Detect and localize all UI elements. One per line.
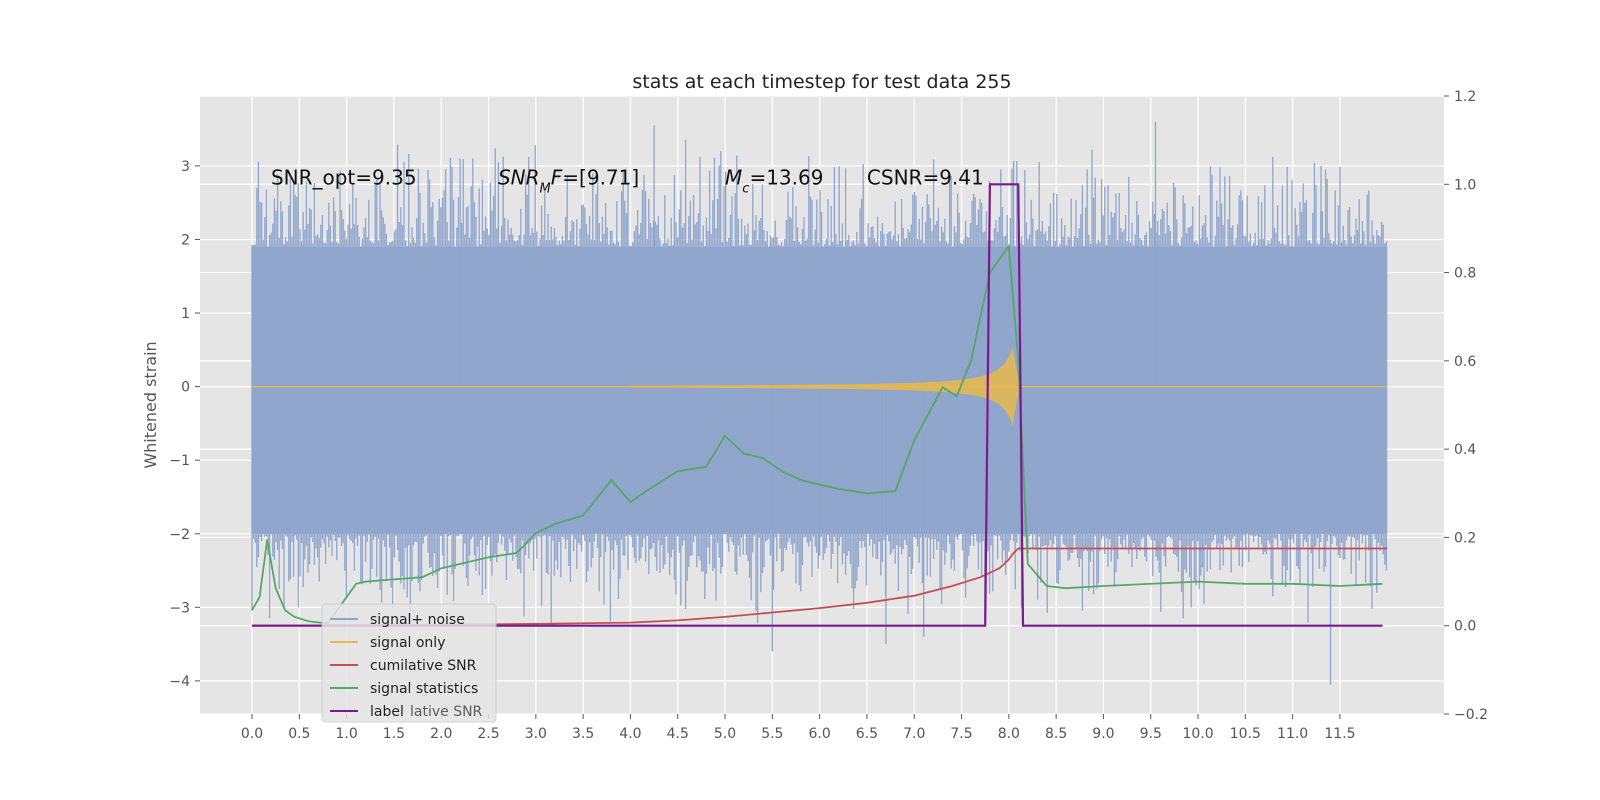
x-tick-label: 4.0	[619, 726, 641, 742]
y-tick-label: −3	[169, 600, 190, 616]
legend: lative SNR signal+ noise signal only cumila…	[321, 603, 497, 723]
annotation-text: SNRMF=[9.71]	[498, 165, 639, 196]
x-tick-label: 8.5	[1045, 726, 1067, 742]
y2-tick-label: 0.8	[1454, 266, 1476, 282]
x-tick-label: 8.0	[998, 726, 1020, 742]
x-tick-label: 3.0	[525, 726, 547, 742]
series-line-label	[252, 183, 1383, 627]
annotation-text: CSNR=9.41	[867, 165, 984, 189]
x-tick-label: 7.0	[903, 726, 925, 742]
legend-label: cumilative SNR	[370, 658, 477, 674]
chart-title: stats at each timestep for test data 255	[632, 71, 1011, 93]
y-axis-label: Whitened strain	[141, 341, 160, 468]
y-tick-label: 0	[181, 380, 190, 396]
x-tick-label: 11.5	[1324, 726, 1355, 742]
x-tick-label: 2.0	[430, 726, 452, 742]
x-tick-label: 2.5	[477, 726, 499, 742]
x-tick-label: 5.5	[761, 726, 783, 742]
y-tick-label: −1	[169, 453, 190, 469]
x-tick-label: 9.0	[1092, 726, 1114, 742]
series-line-signal-statistics	[251, 243, 1383, 625]
x-tick-label: 3.5	[572, 726, 594, 742]
y-tick-label: 1	[181, 306, 190, 322]
y2-tick-label: 1.0	[1454, 177, 1476, 193]
axes: 0.0 0.5 1.0 1.5 2.0 2.5 3.0 3.5 4.0 4.5 5.0 5.5 6.0 6…	[169, 89, 1488, 742]
x-tick-label: 1.0	[335, 726, 357, 742]
annotations: SNR_opt=9.35 SNRMF=[9.71] Mc=13.69 CSNR=9.4…	[271, 165, 984, 196]
y2-tick-label: 0.0	[1454, 619, 1476, 635]
x-tick-label: 10.0	[1182, 726, 1213, 742]
series-lines	[251, 183, 1388, 627]
noise-spikes	[459, 121, 1332, 685]
legend-box	[321, 603, 497, 723]
series-line-cumilative-snr	[251, 547, 1388, 627]
y-tick-label: −2	[169, 527, 190, 543]
series-signal-only	[252, 347, 1388, 426]
legend-label: signal statistics	[370, 681, 478, 697]
y2-tick-label: 0.2	[1454, 530, 1476, 546]
legend-shadow-text: lative SNR	[410, 704, 483, 720]
x-tick-label: 9.5	[1140, 726, 1162, 742]
series-signal-noise	[251, 121, 1388, 685]
y-tick-label: −4	[169, 674, 190, 690]
y2-tick-label: 1.2	[1454, 89, 1476, 105]
legend-label: label	[370, 704, 404, 720]
y-tick-label: 2	[181, 232, 190, 248]
annotation-text: SNR_opt=9.35	[271, 165, 417, 189]
y2-tick-label: 0.4	[1454, 442, 1476, 458]
x-tick-label: 6.0	[809, 726, 831, 742]
x-tick-label: 7.5	[950, 726, 972, 742]
y2-tick-label: −0.2	[1454, 707, 1488, 723]
x-tick-label: 4.5	[667, 726, 689, 742]
x-tick-label: 5.0	[714, 726, 736, 742]
y-tick-label: 3	[181, 159, 190, 175]
x-tick-label: 6.5	[856, 726, 878, 742]
x-tick-label: 10.5	[1230, 726, 1261, 742]
x-tick-label: 0.0	[241, 726, 263, 742]
x-tick-label: 11.0	[1277, 726, 1308, 742]
annotation-text: Mc=13.69	[725, 165, 823, 196]
y2-tick-label: 0.6	[1454, 354, 1476, 370]
legend-label: signal only	[370, 635, 445, 651]
legend-label: signal+ noise	[370, 612, 465, 628]
x-tick-label: 1.5	[383, 726, 405, 742]
x-tick-label: 0.5	[288, 726, 310, 742]
